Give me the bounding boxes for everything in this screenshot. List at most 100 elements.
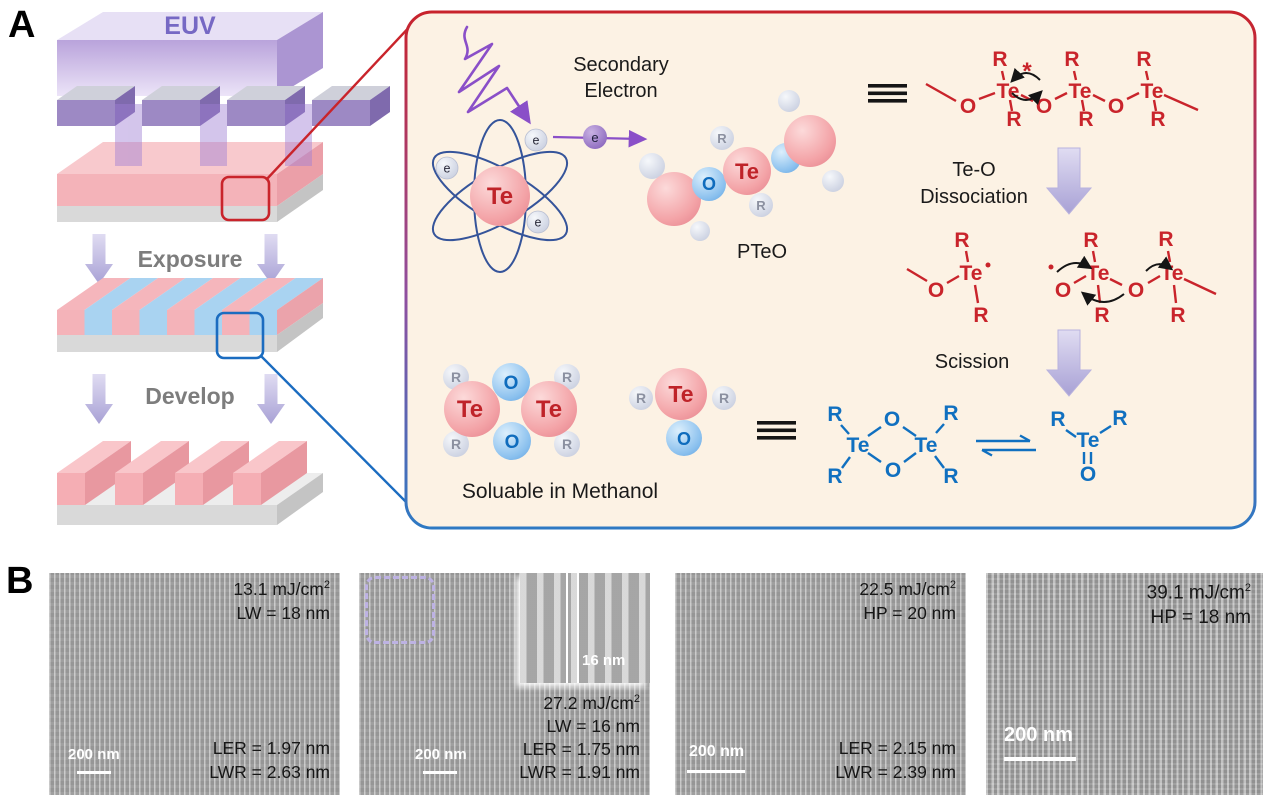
down-arrow-icon	[257, 374, 285, 424]
r-group-label: R	[1170, 304, 1185, 327]
lwr-annotation: LWR = 1.91 nm	[519, 762, 640, 782]
o-atom-label: O	[505, 432, 520, 453]
o-atom-label: O	[884, 408, 900, 431]
dose-value: 22.5 mJ/cm	[859, 579, 950, 599]
soluble-label: Soluable in Methanol	[462, 480, 658, 503]
o-atom-label: O	[1128, 279, 1144, 302]
secondary-electron: e Secondary Electron	[552, 54, 669, 149]
equilibrium-arrows-icon	[976, 434, 1036, 457]
r-group-label: R	[717, 131, 727, 146]
inset-linewidth-label: 16 nm	[582, 652, 626, 669]
te-atom-label: Te	[997, 80, 1020, 103]
euv-lithography-schematic: EUV	[57, 12, 390, 525]
equivalence-icon	[868, 84, 907, 103]
r-group-label: R	[1083, 229, 1098, 252]
lwr-annotation: LWR = 2.63 nm	[209, 762, 330, 782]
exposed-resist	[57, 278, 323, 352]
scale-bar	[687, 769, 745, 773]
r-group-label: R	[636, 390, 646, 406]
sem-image-2: 16 nm 27.2 mJ/cm2 LW = 16 nm LER = 1.75 …	[359, 573, 650, 795]
euv-photon-icon	[457, 25, 531, 125]
panel-a-figure: EUV	[57, 10, 1257, 530]
r-group-label: R	[1150, 108, 1165, 131]
blue-zoom-box	[215, 311, 265, 360]
dose-value: 39.1 mJ/cm	[1146, 582, 1245, 604]
scale-bar-label: 200 nm	[68, 746, 120, 763]
electron-label: e	[444, 162, 451, 176]
secondary-electron-ball	[583, 125, 607, 149]
dose-value: 13.1 mJ/cm	[233, 579, 324, 599]
te-atom-label: Te	[1077, 429, 1100, 452]
soluble-dimer-ball-model: R R R R Te Te O O	[443, 363, 580, 460]
r-group-label: R	[562, 369, 572, 385]
r-group-label: R	[943, 465, 958, 488]
te-atom-label: Te	[1069, 80, 1092, 103]
electron-label: e	[533, 134, 540, 148]
mechanism-box	[404, 10, 1257, 530]
electron-push-arrow	[1080, 291, 1125, 306]
dissociation-label-1: Te-O	[952, 159, 995, 181]
r-group-label: R	[973, 304, 988, 327]
panel-a-label: A	[8, 4, 36, 46]
electron-push-arrow	[1056, 255, 1093, 273]
scission-label: Scission	[935, 351, 1009, 373]
te-atom: Te e e e	[431, 119, 569, 273]
r-group-label: R	[943, 402, 958, 425]
excited-state-star: *	[1022, 58, 1032, 85]
scission-step: Scission	[935, 329, 1093, 397]
dissociation-label-2: Dissociation	[920, 186, 1028, 208]
o-atom-label: O	[702, 174, 716, 194]
red-zoom-box	[220, 175, 271, 222]
telluroxide-dimer-structure: Te Te O O R R R R	[827, 402, 958, 488]
r-group-label: R	[562, 436, 572, 452]
te-atom-label: Te	[915, 434, 938, 457]
measurement-line	[577, 573, 579, 683]
sem-image-3: 22.5 mJ/cm2 HP = 20 nm LER = 2.15 nm LWR…	[675, 573, 966, 795]
o-atom-label: O	[1080, 463, 1096, 486]
te-atom-label: Te	[536, 396, 562, 423]
r-group-label: R	[992, 48, 1007, 71]
radical-dot	[985, 262, 991, 268]
pteo-ball-model: R O R Te PTeO	[639, 90, 844, 263]
dose-superscript: 2	[949, 579, 956, 592]
linewidth-annotation: LW = 16 nm	[546, 716, 640, 736]
dose-annotation: 39.1 mJ/cm2	[1147, 582, 1251, 604]
o-atom-label: O	[677, 429, 691, 449]
euv-beams	[115, 104, 312, 166]
r-group-label: R	[827, 465, 842, 488]
soluble-monomer-ball-model: R R Te O	[629, 368, 736, 456]
dissociation-step: Te-O Dissociation	[920, 147, 1093, 215]
telluroxide-monomer-structure: R Te R O	[1050, 407, 1127, 486]
o-atom-label: O	[885, 459, 901, 482]
dose-value: 27.2 mJ/cm	[543, 693, 634, 713]
scale-bar	[77, 771, 111, 774]
r-group-label: R	[719, 390, 729, 406]
red-connector-line	[265, 21, 415, 181]
down-arrow-icon	[85, 374, 113, 424]
measurement-line	[566, 573, 568, 683]
r-group-label: R	[1136, 48, 1151, 71]
resist-stack	[57, 142, 323, 222]
develop-label: Develop	[145, 383, 234, 409]
pteo-polymer-structure: O Te R R * O Te R R O Te R R	[925, 48, 1199, 131]
dose-superscript: 2	[633, 693, 640, 706]
o-atom-label: O	[1108, 95, 1124, 118]
r-group-label: R	[1158, 228, 1173, 251]
electron-label: e	[591, 130, 598, 145]
euv-source-block: EUV	[57, 12, 323, 96]
r-group-label: R	[827, 403, 842, 426]
r-group-label: R	[1112, 407, 1127, 430]
te-atom-label: Te	[847, 434, 870, 457]
sem-inset: 16 nm	[520, 573, 650, 683]
secondary-electron-label-2: Electron	[584, 80, 657, 102]
scale-bar-label: 200 nm	[689, 743, 745, 760]
halfpitch-annotation: HP = 18 nm	[1150, 607, 1251, 628]
down-arrow-icon	[85, 234, 113, 284]
scale-bar	[1004, 757, 1076, 761]
r-group-label: R	[1094, 304, 1109, 327]
r-group-label: R	[451, 436, 461, 452]
orbit-electrons: e e e	[435, 128, 550, 234]
ler-annotation: LER = 1.75 nm	[522, 739, 640, 759]
euv-label: EUV	[164, 12, 216, 40]
